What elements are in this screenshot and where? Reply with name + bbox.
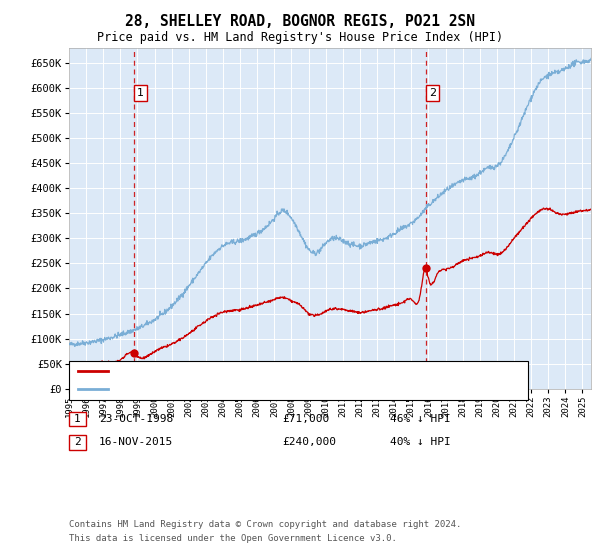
Text: Contains HM Land Registry data © Crown copyright and database right 2024.: Contains HM Land Registry data © Crown c… [69, 520, 461, 529]
Text: 1: 1 [137, 88, 144, 98]
Text: 28, SHELLEY ROAD, BOGNOR REGIS, PO21 2SN: 28, SHELLEY ROAD, BOGNOR REGIS, PO21 2SN [125, 14, 475, 29]
Text: £71,000: £71,000 [282, 414, 329, 424]
Text: 23-OCT-1998: 23-OCT-1998 [99, 414, 173, 424]
Text: HPI: Average price, detached house, Arun: HPI: Average price, detached house, Arun [114, 384, 364, 394]
Text: 2: 2 [429, 88, 436, 98]
Text: £240,000: £240,000 [282, 437, 336, 447]
Text: Price paid vs. HM Land Registry's House Price Index (HPI): Price paid vs. HM Land Registry's House … [97, 31, 503, 44]
Text: 46% ↓ HPI: 46% ↓ HPI [390, 414, 451, 424]
Text: 16-NOV-2015: 16-NOV-2015 [99, 437, 173, 447]
Text: 2: 2 [74, 437, 81, 447]
Text: This data is licensed under the Open Government Licence v3.0.: This data is licensed under the Open Gov… [69, 534, 397, 543]
Text: 1: 1 [74, 414, 81, 424]
Text: 40% ↓ HPI: 40% ↓ HPI [390, 437, 451, 447]
Text: 28, SHELLEY ROAD, BOGNOR REGIS, PO21 2SN (detached house): 28, SHELLEY ROAD, BOGNOR REGIS, PO21 2SN… [114, 366, 470, 376]
